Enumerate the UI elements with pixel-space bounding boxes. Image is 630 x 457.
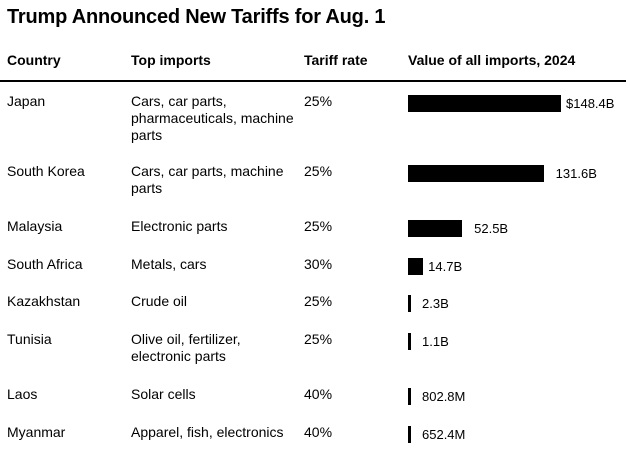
bar-value-label: 52.5B <box>474 221 509 236</box>
bar <box>408 295 411 312</box>
country-cell: Tunisia <box>7 331 52 347</box>
bar <box>408 388 411 405</box>
top-imports-cell: Solar cells <box>131 386 196 402</box>
tariff-rate-cell: 25% <box>304 163 333 179</box>
bar-value-label: 14.7B <box>428 259 463 274</box>
bar-value-label: 131.6B <box>555 166 597 181</box>
bar-area: 14.7B <box>408 258 626 275</box>
bar-value-label: 1.1B <box>422 334 449 349</box>
bar-area: 131.6B <box>408 165 626 182</box>
bar-area: 652.4M <box>408 426 626 443</box>
bar-value-label: 652.4M <box>422 427 466 442</box>
tariff-rate-cell: 40% <box>304 386 333 402</box>
top-imports-cell: Apparel, fish, electronics <box>131 424 284 440</box>
header-divider <box>0 80 626 82</box>
header-top-imports: Top imports <box>131 52 211 68</box>
bar <box>408 165 544 182</box>
tariff-rate-cell: 25% <box>304 218 333 234</box>
chart-title: Trump Announced New Tariffs for Aug. 1 <box>7 6 386 28</box>
bar-value-label: $148.4B <box>566 96 615 111</box>
country-cell: Laos <box>7 386 38 402</box>
tariff-rate-cell: 25% <box>304 293 333 309</box>
country-cell: Japan <box>7 93 46 109</box>
bar-area: 802.8M <box>408 388 626 405</box>
country-cell: South Korea <box>7 163 85 179</box>
bar <box>408 220 463 237</box>
bar <box>408 95 561 112</box>
bar-value-label: 802.8M <box>422 389 466 404</box>
header-country: Country <box>7 52 61 68</box>
bar <box>408 426 411 443</box>
bar-value-label: 2.3B <box>422 296 449 311</box>
top-imports-cell: Cars, car parts, pharmaceuticals, machin… <box>131 93 294 143</box>
bar <box>408 258 424 275</box>
country-cell: Malaysia <box>7 218 63 234</box>
header-import-value: Value of all imports, 2024 <box>408 52 576 68</box>
tariff-rate-cell: 25% <box>304 93 333 109</box>
top-imports-cell: Cars, car parts, machine parts <box>131 163 284 196</box>
bar-area: 2.3B <box>408 295 626 312</box>
country-cell: Myanmar <box>7 424 66 440</box>
tariff-rate-cell: 40% <box>304 424 333 440</box>
bar <box>408 333 411 350</box>
country-cell: South Africa <box>7 256 83 272</box>
tariff-rate-cell: 25% <box>304 331 333 347</box>
top-imports-cell: Crude oil <box>131 293 188 309</box>
top-imports-cell: Olive oil, fertilizer, electronic parts <box>131 331 241 364</box>
top-imports-cell: Metals, cars <box>131 256 207 272</box>
bar-area: 52.5B <box>408 220 626 237</box>
country-cell: Kazakhstan <box>7 293 81 309</box>
bar-area: $148.4B <box>408 95 626 112</box>
top-imports-cell: Electronic parts <box>131 218 228 234</box>
tariff-rate-cell: 30% <box>304 256 333 272</box>
bar-area: 1.1B <box>408 333 626 350</box>
header-tariff-rate: Tariff rate <box>304 52 368 68</box>
